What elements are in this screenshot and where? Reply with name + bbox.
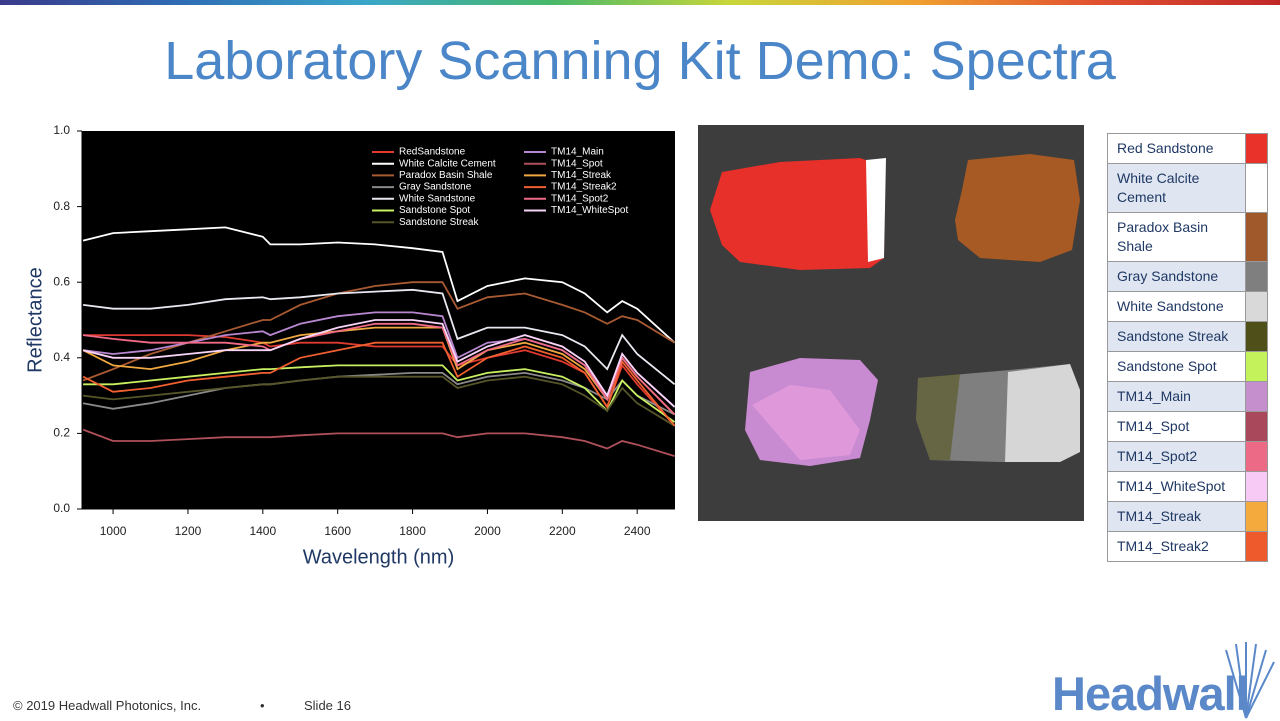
copyright: © 2019 Headwall Photonics, Inc.	[13, 698, 202, 713]
legend-row-label: Sandstone Spot	[1108, 352, 1246, 381]
legend-label: Sandstone Spot	[399, 205, 470, 216]
legend-row: White Calcite Cement	[1107, 164, 1268, 213]
x-tick-label: 2400	[624, 524, 651, 538]
legend-label: Paradox Basin Shale	[399, 170, 493, 181]
x-tick-label: 1800	[399, 524, 426, 538]
header-bar	[0, 0, 1280, 5]
x-tick-label: 1600	[324, 524, 351, 538]
legend-row-label: White Calcite Cement	[1108, 164, 1246, 212]
x-axis-label: Wavelength (nm)	[303, 546, 455, 568]
legend-label: White Calcite Cement	[399, 158, 496, 169]
footer: © 2019 Headwall Photonics, Inc. • Slide …	[0, 698, 400, 716]
legend-row-label: White Sandstone	[1108, 292, 1246, 321]
legend-label: TM14_Spot2	[551, 193, 609, 204]
legend-row-swatch	[1246, 382, 1267, 411]
legend-row: TM14_WhiteSpot	[1107, 472, 1268, 502]
legend-row-label: TM14_Spot	[1108, 412, 1246, 441]
legend-row-label: Red Sandstone	[1108, 134, 1246, 163]
legend-row: White Sandstone	[1107, 292, 1268, 322]
x-tick-label: 2000	[474, 524, 501, 538]
y-tick-label: 0.6	[53, 274, 70, 288]
legend-row: TM14_Spot2	[1107, 442, 1268, 472]
legend-row: TM14_Streak	[1107, 502, 1268, 532]
sample-image	[698, 125, 1084, 521]
legend-row-swatch	[1246, 134, 1267, 163]
legend-row-swatch	[1246, 213, 1267, 261]
series-line	[82, 226, 676, 344]
legend-row-label: TM14_Streak	[1108, 502, 1246, 531]
legend-row-swatch	[1246, 322, 1267, 351]
separator: •	[260, 698, 265, 713]
legend-row-label: TM14_Streak2	[1108, 532, 1246, 561]
legend-row: TM14_Main	[1107, 382, 1268, 412]
legend-label: TM14_Streak	[551, 170, 612, 181]
legend-row-swatch	[1246, 412, 1267, 441]
series-line	[82, 288, 676, 385]
legend-row: Sandstone Streak	[1107, 322, 1268, 352]
x-tick-label: 1400	[249, 524, 276, 538]
y-tick-label: 0.2	[53, 426, 70, 440]
legend-row: Sandstone Spot	[1107, 352, 1268, 382]
legend-row: Paradox Basin Shale	[1107, 213, 1268, 262]
legend-row-label: Sandstone Streak	[1108, 322, 1246, 351]
y-tick-label: 0.8	[53, 199, 70, 213]
legend-row-swatch	[1246, 262, 1267, 291]
series-line	[82, 341, 676, 427]
legend-label: TM14_Streak2	[551, 182, 617, 193]
legend-row: Gray Sandstone	[1107, 262, 1268, 292]
legend-label: TM14_WhiteSpot	[551, 205, 628, 216]
series-line	[82, 375, 676, 427]
logo-burst	[1225, 642, 1275, 719]
y-tick-label: 1.0	[53, 123, 70, 137]
series-line	[82, 281, 676, 382]
series-line	[83, 364, 676, 423]
slide-title: Laboratory Scanning Kit Demo: Spectra	[164, 31, 1116, 91]
legend-label: Sandstone Streak	[399, 217, 479, 228]
legend-row-swatch	[1246, 532, 1267, 561]
legend-row: TM14_Streak2	[1107, 532, 1268, 562]
legend-row-swatch	[1246, 472, 1267, 501]
y-tick-label: 0.0	[53, 501, 70, 515]
legend-label: White Sandstone	[399, 193, 476, 204]
legend-row-swatch	[1246, 502, 1267, 531]
series-line	[82, 322, 676, 416]
legend-row-label: TM14_Spot2	[1108, 442, 1246, 471]
y-axis-label: Reflectance	[24, 267, 46, 373]
series-line	[82, 428, 675, 457]
legend-label: RedSandstone	[399, 147, 466, 158]
x-tick-label: 2200	[549, 524, 576, 538]
x-tick-label: 1200	[175, 524, 202, 538]
legend-row-label: TM14_Main	[1108, 382, 1246, 411]
legend-row: TM14_Spot	[1107, 412, 1268, 442]
legend-row-label: Gray Sandstone	[1108, 262, 1246, 291]
legend-row-swatch	[1246, 292, 1267, 321]
series-line	[82, 319, 676, 408]
legend-label: Gray Sandstone	[399, 182, 472, 193]
legend-label: TM14_Spot	[551, 158, 603, 169]
y-tick-label: 0.4	[53, 350, 70, 364]
legend-row-label: TM14_WhiteSpot	[1108, 472, 1246, 501]
legend-label: TM14_Main	[551, 147, 604, 158]
legend-row-swatch	[1246, 442, 1267, 471]
legend-row-swatch	[1246, 352, 1267, 381]
slide-number: Slide 16	[304, 698, 351, 713]
mapping-legend: Red Sandstone White Calcite Cement Paradox…	[1107, 133, 1268, 562]
logo: Headwall	[1052, 667, 1249, 720]
legend-row-swatch	[1246, 164, 1267, 212]
legend-row: Red Sandstone	[1107, 134, 1268, 164]
x-tick-label: 1000	[100, 524, 127, 538]
legend-row-label: Paradox Basin Shale	[1108, 213, 1246, 261]
